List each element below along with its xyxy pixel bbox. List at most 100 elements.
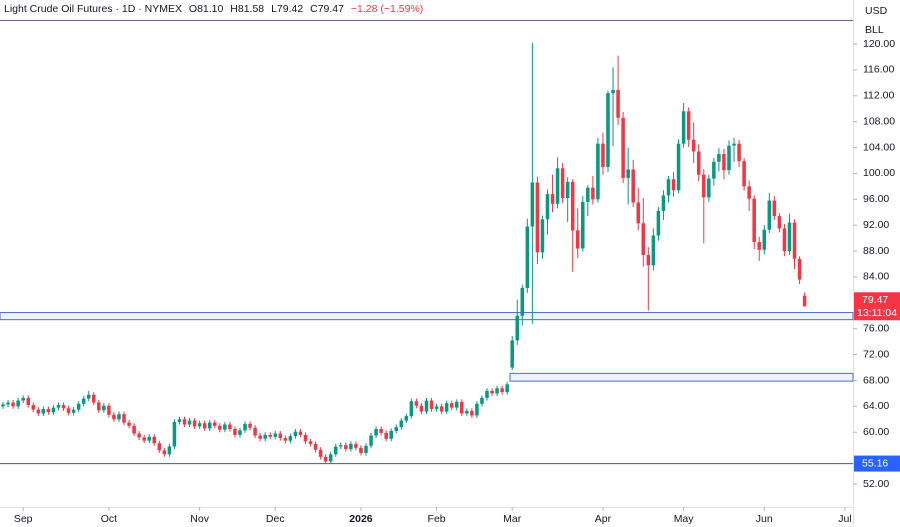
candle-body xyxy=(676,143,681,191)
candle-body xyxy=(6,402,10,405)
candle-body xyxy=(303,434,308,442)
candle-body xyxy=(641,223,646,255)
x-tick-label: Sep xyxy=(14,513,33,525)
candle-body xyxy=(41,408,46,414)
candle-body xyxy=(197,423,202,427)
candle-body xyxy=(157,443,162,451)
candle-body xyxy=(238,430,242,435)
candle-body xyxy=(394,427,399,431)
level-price-label: 55.16 xyxy=(862,457,888,469)
candle-body xyxy=(470,410,474,416)
candle-body xyxy=(278,433,283,439)
x-tick-label: Nov xyxy=(190,513,209,525)
candle-body xyxy=(207,422,212,429)
x-tick-label: 2026 xyxy=(349,513,373,525)
candle-body xyxy=(555,168,560,204)
candle-body xyxy=(76,403,81,410)
candle-body xyxy=(273,433,278,437)
candle-body xyxy=(515,315,520,341)
candle-body xyxy=(339,445,343,447)
candle-body xyxy=(485,390,489,398)
candle-body xyxy=(323,456,328,462)
x-tick-label: Oct xyxy=(101,513,117,525)
y-tick-label: 104.00 xyxy=(863,141,895,153)
y-tick-label: 116.00 xyxy=(863,64,894,76)
candle-body xyxy=(253,427,257,436)
candle-body xyxy=(767,200,772,230)
candle-body xyxy=(742,161,746,187)
candle-body xyxy=(671,179,676,191)
candle-body xyxy=(36,409,41,414)
candle-body xyxy=(31,405,36,410)
candle-body xyxy=(223,424,227,430)
candle-body xyxy=(656,210,661,236)
y-tick-label: 92.00 xyxy=(863,219,889,231)
candle-body xyxy=(570,181,575,231)
candle-body xyxy=(520,287,525,316)
candle-body xyxy=(117,414,121,420)
candle-body xyxy=(308,441,313,444)
candle-body xyxy=(505,384,509,393)
candle-body xyxy=(56,405,61,408)
candle-body xyxy=(233,429,237,435)
candle-body xyxy=(162,450,167,455)
candle-body xyxy=(631,169,635,203)
y-tick-label: 96.00 xyxy=(863,193,889,205)
candle-body xyxy=(545,194,550,220)
countdown-label: 13:11:04 xyxy=(857,307,897,319)
candle-body xyxy=(797,258,802,280)
candle-body xyxy=(258,435,262,439)
candle-body xyxy=(328,454,333,462)
price-zone xyxy=(0,312,854,321)
candle-body xyxy=(414,401,419,406)
candle-body xyxy=(636,202,641,224)
candle-body xyxy=(550,194,555,204)
symbol-header: Light Crude Oil Futures · 1D · NYMEX O81… xyxy=(4,3,427,15)
candle-body xyxy=(596,143,600,200)
candle-body xyxy=(681,111,686,144)
candle-body xyxy=(535,182,540,253)
y-tick-label: 52.00 xyxy=(863,478,889,490)
y-tick-label: 72.00 xyxy=(863,348,889,360)
candle-body xyxy=(475,403,479,416)
candle-body xyxy=(404,416,409,421)
x-tick-label: Dec xyxy=(266,513,285,525)
candle-body xyxy=(782,228,787,252)
level-price-box xyxy=(854,455,900,472)
ohlc-high: H81.58 xyxy=(230,3,265,15)
candle-body xyxy=(454,401,459,408)
candle-body xyxy=(86,394,91,399)
candle-body xyxy=(354,443,358,448)
x-tick-label: Jul xyxy=(838,513,851,525)
y-tick-label: 76.00 xyxy=(863,323,889,335)
candle-body xyxy=(616,89,620,118)
candle-body xyxy=(187,420,192,425)
y-tick-label: 60.00 xyxy=(863,426,889,438)
symbol-title: Light Crude Oil Futures · 1D · NYMEX xyxy=(4,3,182,15)
candle-body xyxy=(581,201,585,249)
change: −1.28 (−1.59%) xyxy=(350,3,424,15)
candle-body xyxy=(313,443,318,450)
candle-body xyxy=(51,407,56,413)
candle-body xyxy=(268,434,272,437)
candle-body xyxy=(71,409,76,413)
candle-body xyxy=(263,434,267,439)
candle-body xyxy=(712,161,716,179)
candle-body xyxy=(374,429,378,436)
y-tick-label: 120.00 xyxy=(863,38,895,50)
candle-body xyxy=(575,230,580,249)
candle-body xyxy=(152,436,157,444)
candle-body xyxy=(691,139,696,152)
candle-body xyxy=(439,406,444,412)
last-price-box xyxy=(854,292,900,321)
candle-body xyxy=(510,340,514,368)
candle-body xyxy=(192,420,197,427)
currency: USD xyxy=(865,5,888,17)
unit: BLL xyxy=(865,24,884,36)
candle-body xyxy=(434,406,439,409)
candle-body xyxy=(772,200,777,217)
candle-body xyxy=(460,401,464,414)
candle-body xyxy=(409,401,414,417)
candle-body xyxy=(318,449,323,457)
